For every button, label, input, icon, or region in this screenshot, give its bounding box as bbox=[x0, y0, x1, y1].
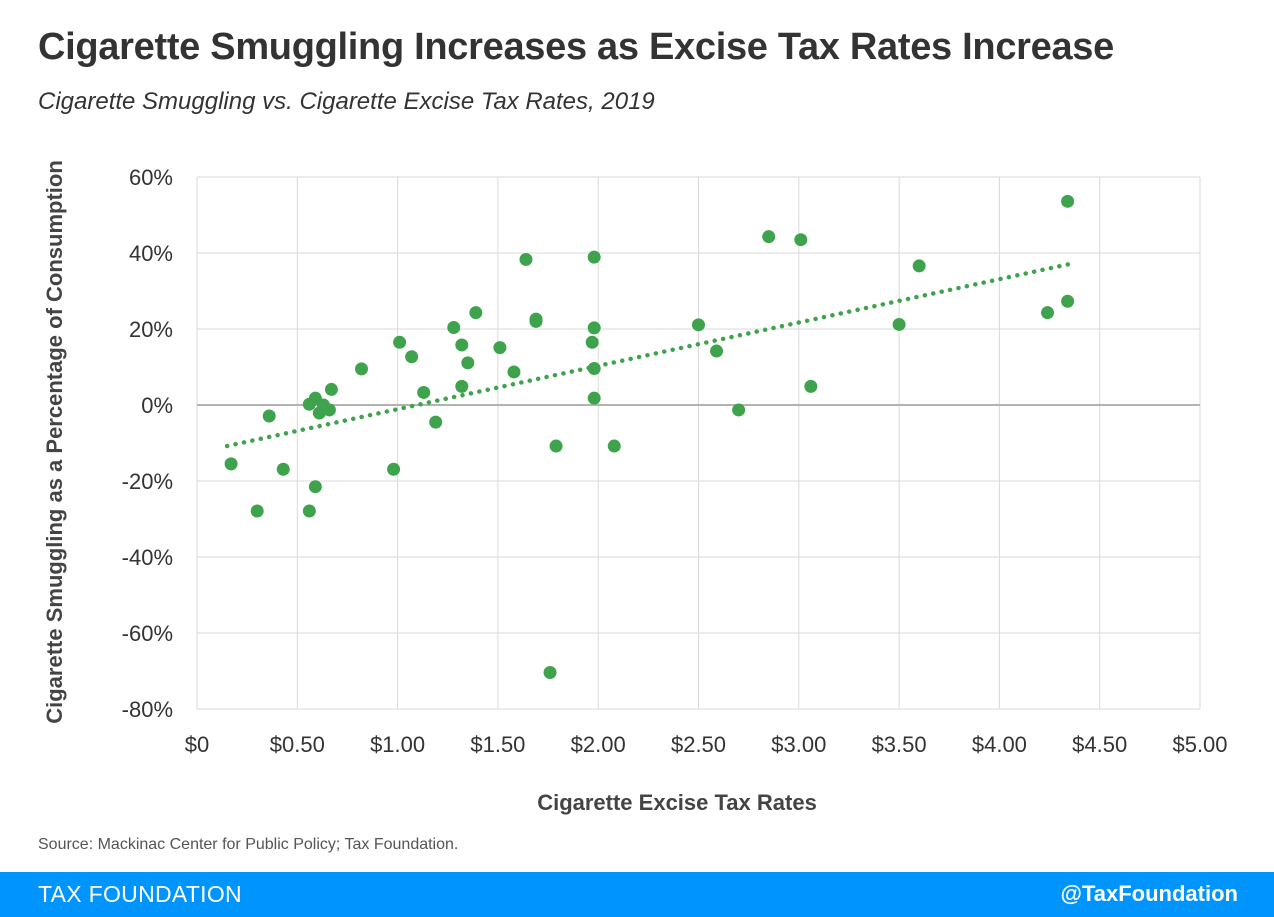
x-tick-label: $2.50 bbox=[671, 732, 726, 757]
data-point bbox=[587, 250, 601, 264]
data-point bbox=[1041, 306, 1055, 320]
data-point bbox=[543, 666, 557, 680]
data-point bbox=[710, 344, 724, 358]
data-point bbox=[354, 362, 368, 376]
y-tick-label: -40% bbox=[122, 545, 173, 570]
x-tick-label: $0.50 bbox=[270, 732, 325, 757]
data-point bbox=[308, 480, 322, 494]
data-point bbox=[262, 409, 276, 423]
data-point bbox=[912, 259, 926, 273]
x-tick-label: $3.50 bbox=[872, 732, 927, 757]
footer-brand[interactable]: TAX FOUNDATION bbox=[38, 881, 242, 907]
data-point bbox=[324, 382, 338, 396]
data-point bbox=[587, 362, 601, 376]
data-point bbox=[302, 504, 316, 518]
data-point bbox=[447, 320, 461, 334]
data-point bbox=[455, 379, 469, 393]
data-point bbox=[322, 403, 336, 417]
x-tick-label: $2.00 bbox=[571, 732, 626, 757]
data-point bbox=[1061, 294, 1075, 308]
data-point bbox=[393, 335, 407, 349]
y-tick-label: 0% bbox=[141, 393, 173, 418]
x-tick-label: $1.50 bbox=[470, 732, 525, 757]
data-point bbox=[1061, 194, 1075, 208]
data-point bbox=[469, 306, 483, 320]
chart-subtitle: Cigarette Smuggling vs. Cigarette Excise… bbox=[38, 88, 655, 115]
data-point bbox=[493, 341, 507, 355]
data-point bbox=[461, 356, 475, 370]
x-tick-label: $3.00 bbox=[771, 732, 826, 757]
x-tick-label: $4.00 bbox=[972, 732, 1027, 757]
data-point bbox=[417, 385, 431, 399]
data-point bbox=[250, 504, 264, 518]
data-point bbox=[607, 439, 621, 453]
y-tick-label: -80% bbox=[122, 697, 173, 722]
data-point bbox=[585, 335, 599, 349]
data-point bbox=[549, 439, 563, 453]
data-point bbox=[224, 457, 238, 471]
data-point bbox=[519, 252, 533, 266]
data-point bbox=[762, 230, 776, 244]
x-tick-labels: $0 $0.50 $1.00 $1.50 $2.00 $2.50 $3.00 $3.50 $4.… bbox=[185, 732, 1228, 757]
x-axis-label: Cigarette Excise Tax Rates bbox=[537, 790, 817, 815]
data-point bbox=[529, 314, 543, 328]
data-points bbox=[224, 194, 1075, 680]
data-point bbox=[429, 415, 443, 429]
data-point bbox=[507, 365, 521, 379]
data-point bbox=[387, 462, 401, 476]
x-tick-label: $0 bbox=[185, 732, 209, 757]
data-point bbox=[276, 462, 290, 476]
chart-title: Cigarette Smuggling Increases as Excise … bbox=[38, 26, 1114, 68]
data-point bbox=[892, 317, 906, 331]
y-tick-label: 40% bbox=[129, 241, 173, 266]
grid-lines bbox=[196, 176, 1201, 710]
y-axis-label: Cigarette Smuggling as a Percentage of C… bbox=[42, 160, 67, 724]
trendline-path bbox=[224, 261, 1072, 449]
data-point bbox=[587, 391, 601, 405]
y-tick-label: -20% bbox=[122, 469, 173, 494]
source-note: Source: Mackinac Center for Public Polic… bbox=[38, 836, 459, 853]
y-tick-label: 20% bbox=[129, 317, 173, 342]
scatter-chart: 60% 40% 20% 0% -20% -40% -60% -80% $0 $0.50 $1.00… bbox=[42, 160, 1228, 815]
x-tick-label: $4.50 bbox=[1072, 732, 1127, 757]
y-tick-labels: 60% 40% 20% 0% -20% -40% -60% -80% bbox=[122, 165, 173, 722]
data-point bbox=[405, 350, 419, 364]
trendline bbox=[224, 261, 1072, 449]
x-tick-label: $5.00 bbox=[1172, 732, 1227, 757]
y-tick-label: -60% bbox=[122, 621, 173, 646]
data-point bbox=[794, 233, 808, 247]
x-tick-label: $1.00 bbox=[370, 732, 425, 757]
data-point bbox=[692, 318, 705, 332]
data-point bbox=[732, 403, 746, 417]
data-point bbox=[804, 379, 818, 393]
data-point bbox=[587, 321, 601, 335]
footer-bar: TAX FOUNDATION @TaxFoundation bbox=[0, 872, 1274, 917]
y-tick-label: 60% bbox=[129, 165, 173, 190]
data-point bbox=[455, 338, 469, 352]
footer-handle[interactable]: @TaxFoundation bbox=[1060, 881, 1238, 906]
